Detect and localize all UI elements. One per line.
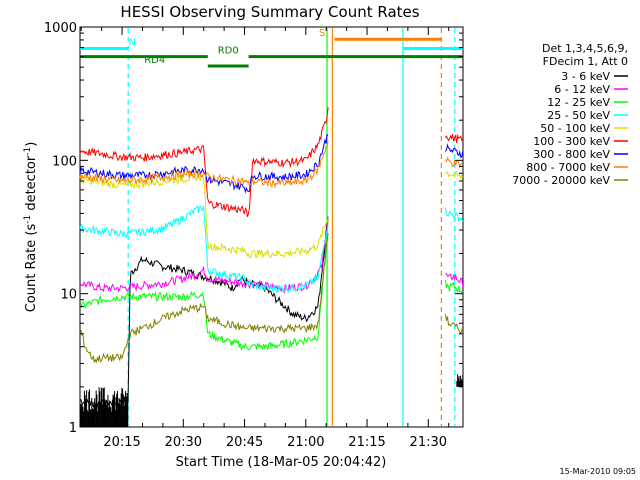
legend-entry: 800 - 7000 keV — [526, 161, 610, 174]
legend-entry: 100 - 300 keV — [533, 135, 610, 148]
series-line — [444, 143, 464, 159]
x-tick-label: 21:30 — [410, 435, 447, 450]
y-tick-label: 100 — [52, 154, 77, 169]
legend-entry: 12 - 25 keV — [547, 96, 610, 109]
x-tick-label: 21:00 — [287, 435, 324, 450]
legend-entry: 6 - 12 keV — [554, 83, 610, 96]
x-tick-label: 20:45 — [226, 435, 263, 450]
series-line — [79, 140, 329, 189]
x-axis-label: Start Time (18-Mar-05 20:04:42) — [176, 455, 387, 470]
footer-timestamp: 15-Mar-2010 09:05 — [560, 467, 637, 476]
state-label: RD0 — [218, 46, 239, 57]
series-line — [445, 272, 464, 288]
series-line — [444, 314, 464, 335]
legend-entry: 300 - 800 keV — [533, 148, 610, 161]
series-line — [79, 205, 329, 294]
series-lines — [79, 107, 464, 427]
legend: Det 1,3,4,5,6,9,FDecim 1, Att 0 3 - 6 keV… — [512, 42, 628, 187]
series-line — [444, 279, 464, 294]
series-line — [79, 219, 329, 352]
event-lines — [127, 28, 456, 426]
legend-entry: 3 - 6 keV — [561, 70, 610, 83]
legend-entry: 7000 - 20000 keV — [512, 174, 610, 187]
legend-title: FDecim 1, Att 0 — [543, 55, 628, 68]
legend-title: Det 1,3,4,5,6,9, — [542, 42, 628, 55]
y-axis-label: Count Rate (s-1 detector-1) — [23, 142, 39, 313]
state-bars: N S RD0 RD4 — [80, 28, 463, 68]
series-line — [79, 219, 329, 409]
x-axis: 20:15 20:30 20:45 21:00 21:15 21:30 — [80, 27, 450, 450]
y-tick-label: 1 — [69, 421, 77, 436]
legend-entry: 50 - 100 keV — [540, 122, 610, 135]
y-tick-label: 1000 — [44, 21, 77, 36]
chart-title: HESSI Observing Summary Count Rates — [120, 3, 419, 21]
y-axis: 1 10 100 1000 — [44, 21, 463, 436]
series-line — [79, 133, 329, 194]
series-line — [79, 232, 329, 364]
legend-entry: 25 - 50 keV — [547, 109, 610, 122]
series-line — [444, 156, 464, 169]
series-line — [79, 107, 329, 217]
series-line — [444, 207, 464, 223]
y-tick-label: 10 — [60, 288, 77, 303]
series-line — [444, 133, 464, 144]
state-label: RD4 — [144, 55, 165, 66]
x-tick-label: 20:15 — [103, 435, 140, 450]
state-label: S — [319, 28, 325, 39]
x-tick-label: 21:15 — [348, 435, 385, 450]
x-tick-label: 20:30 — [165, 435, 202, 450]
series-line — [79, 172, 329, 259]
series-line — [444, 170, 464, 180]
state-label: N — [129, 37, 136, 48]
plot-frame — [79, 26, 464, 428]
